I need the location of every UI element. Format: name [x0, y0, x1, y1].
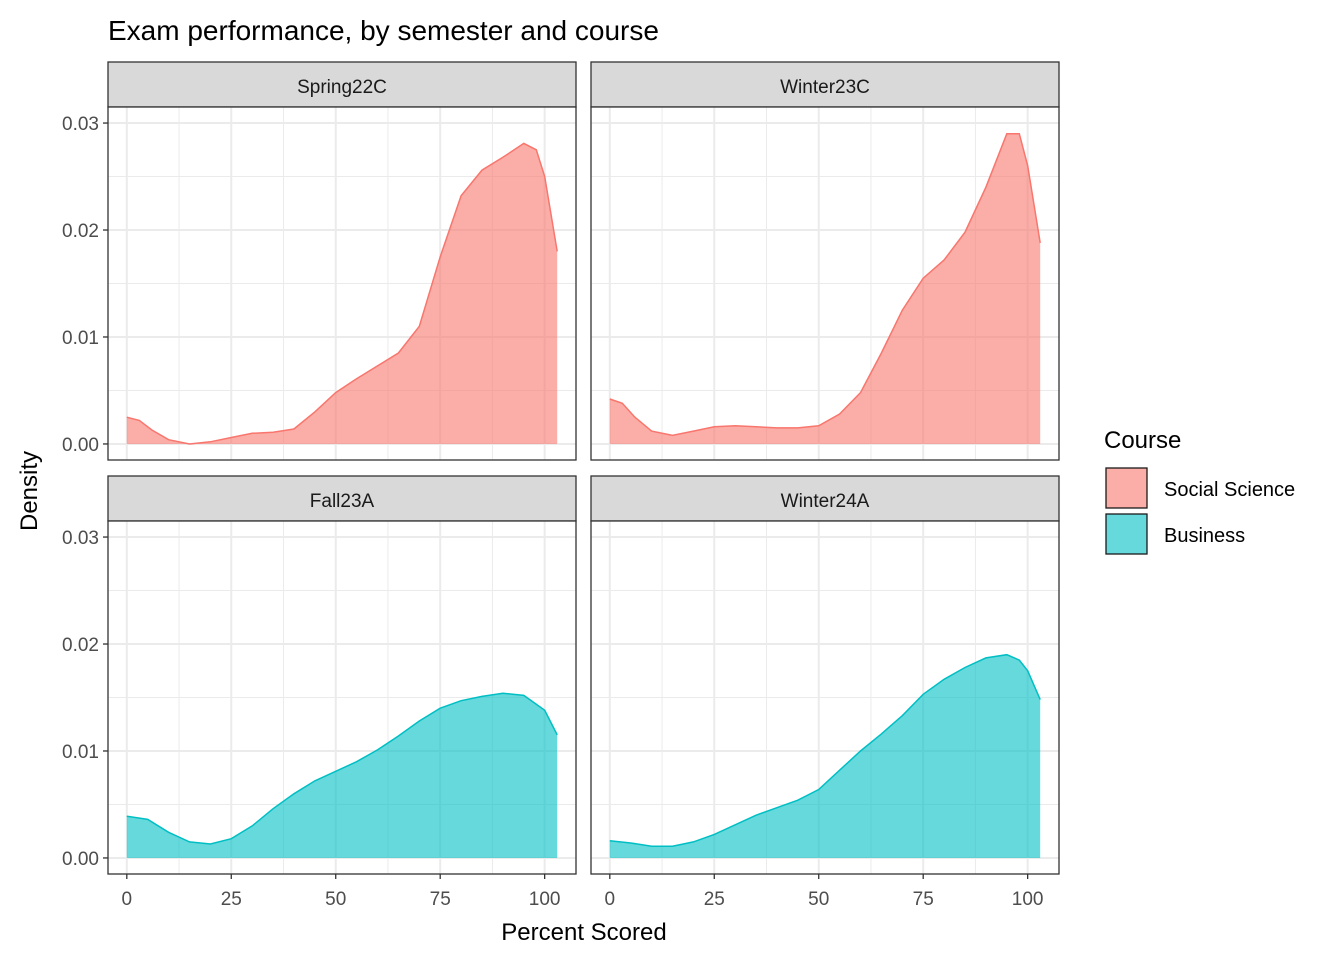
x-tick-label: 0	[605, 889, 616, 910]
facet-panels: Spring22C 0.00 0.01 0.02 0.03 Winter23C Fall23…	[62, 61, 1060, 910]
legend-item-business: Business	[1105, 513, 1245, 555]
y-tick-label: 0.02	[62, 221, 99, 242]
y-tick-label: 0.00	[62, 435, 99, 456]
strip-label-fall23a: Fall23A	[310, 491, 375, 512]
y-tick-label: 0.03	[62, 528, 99, 549]
y-tick-label: 0.01	[62, 328, 99, 349]
x-tick-label: 75	[913, 889, 934, 910]
strip-label-winter24a: Winter24A	[781, 491, 870, 512]
x-tick-label: 100	[529, 889, 561, 910]
panel-winter23c: Winter23C	[590, 61, 1060, 461]
strip-label-spring22c: Spring22C	[297, 77, 387, 98]
x-tick-label: 50	[325, 889, 346, 910]
density-area-spring22c	[126, 143, 558, 444]
x-axis-title: Percent Scored	[501, 919, 666, 946]
legend-label: Business	[1164, 525, 1245, 547]
panel-winter24a: Winter24A 0 25 50 75 100	[590, 475, 1060, 910]
x-tick-label: 75	[430, 889, 451, 910]
legend: Course Social Science Business	[1104, 427, 1295, 555]
y-tick-label: 0.03	[62, 114, 99, 135]
panel-border	[107, 520, 577, 875]
panel-border	[107, 106, 577, 461]
density-line-winter24a	[609, 653, 1041, 847]
y-tick-label: 0.01	[62, 742, 99, 763]
density-area-fall23a	[126, 693, 558, 858]
legend-swatch-business	[1105, 513, 1148, 555]
legend-title: Course	[1104, 427, 1181, 454]
y-axis-title: Density	[16, 451, 43, 531]
chart-title: Exam performance, by semester and course	[108, 15, 659, 46]
legend-item-social-science: Social Science	[1105, 467, 1295, 509]
panel-fall23a: Fall23A 0.00 0.01 0.02 0.03 0 25 50 75 100	[62, 475, 577, 910]
strip-winter23c	[590, 61, 1060, 108]
y-tick-label: 0.02	[62, 635, 99, 656]
strip-spring22c	[107, 61, 577, 108]
x-tick-label: 0	[122, 889, 133, 910]
density-line-spring22c	[126, 142, 558, 445]
y-tick-label: 0.00	[62, 849, 99, 870]
legend-swatch-social-science	[1105, 467, 1148, 509]
legend-label: Social Science	[1164, 479, 1295, 501]
x-tick-label: 100	[1012, 889, 1044, 910]
density-line-winter23c	[609, 132, 1041, 437]
x-tick-label: 25	[704, 889, 725, 910]
strip-winter24a	[590, 475, 1060, 522]
panel-border	[590, 106, 1060, 461]
panel-spring22c: Spring22C 0.00 0.01 0.02 0.03	[62, 61, 577, 461]
panel-border	[590, 520, 1060, 875]
x-tick-label: 25	[221, 889, 242, 910]
x-tick-label: 50	[808, 889, 829, 910]
density-line-fall23a	[126, 692, 558, 845]
density-area-winter24a	[609, 654, 1041, 858]
density-area-winter23c	[609, 133, 1041, 444]
strip-label-winter23c: Winter23C	[780, 77, 870, 98]
